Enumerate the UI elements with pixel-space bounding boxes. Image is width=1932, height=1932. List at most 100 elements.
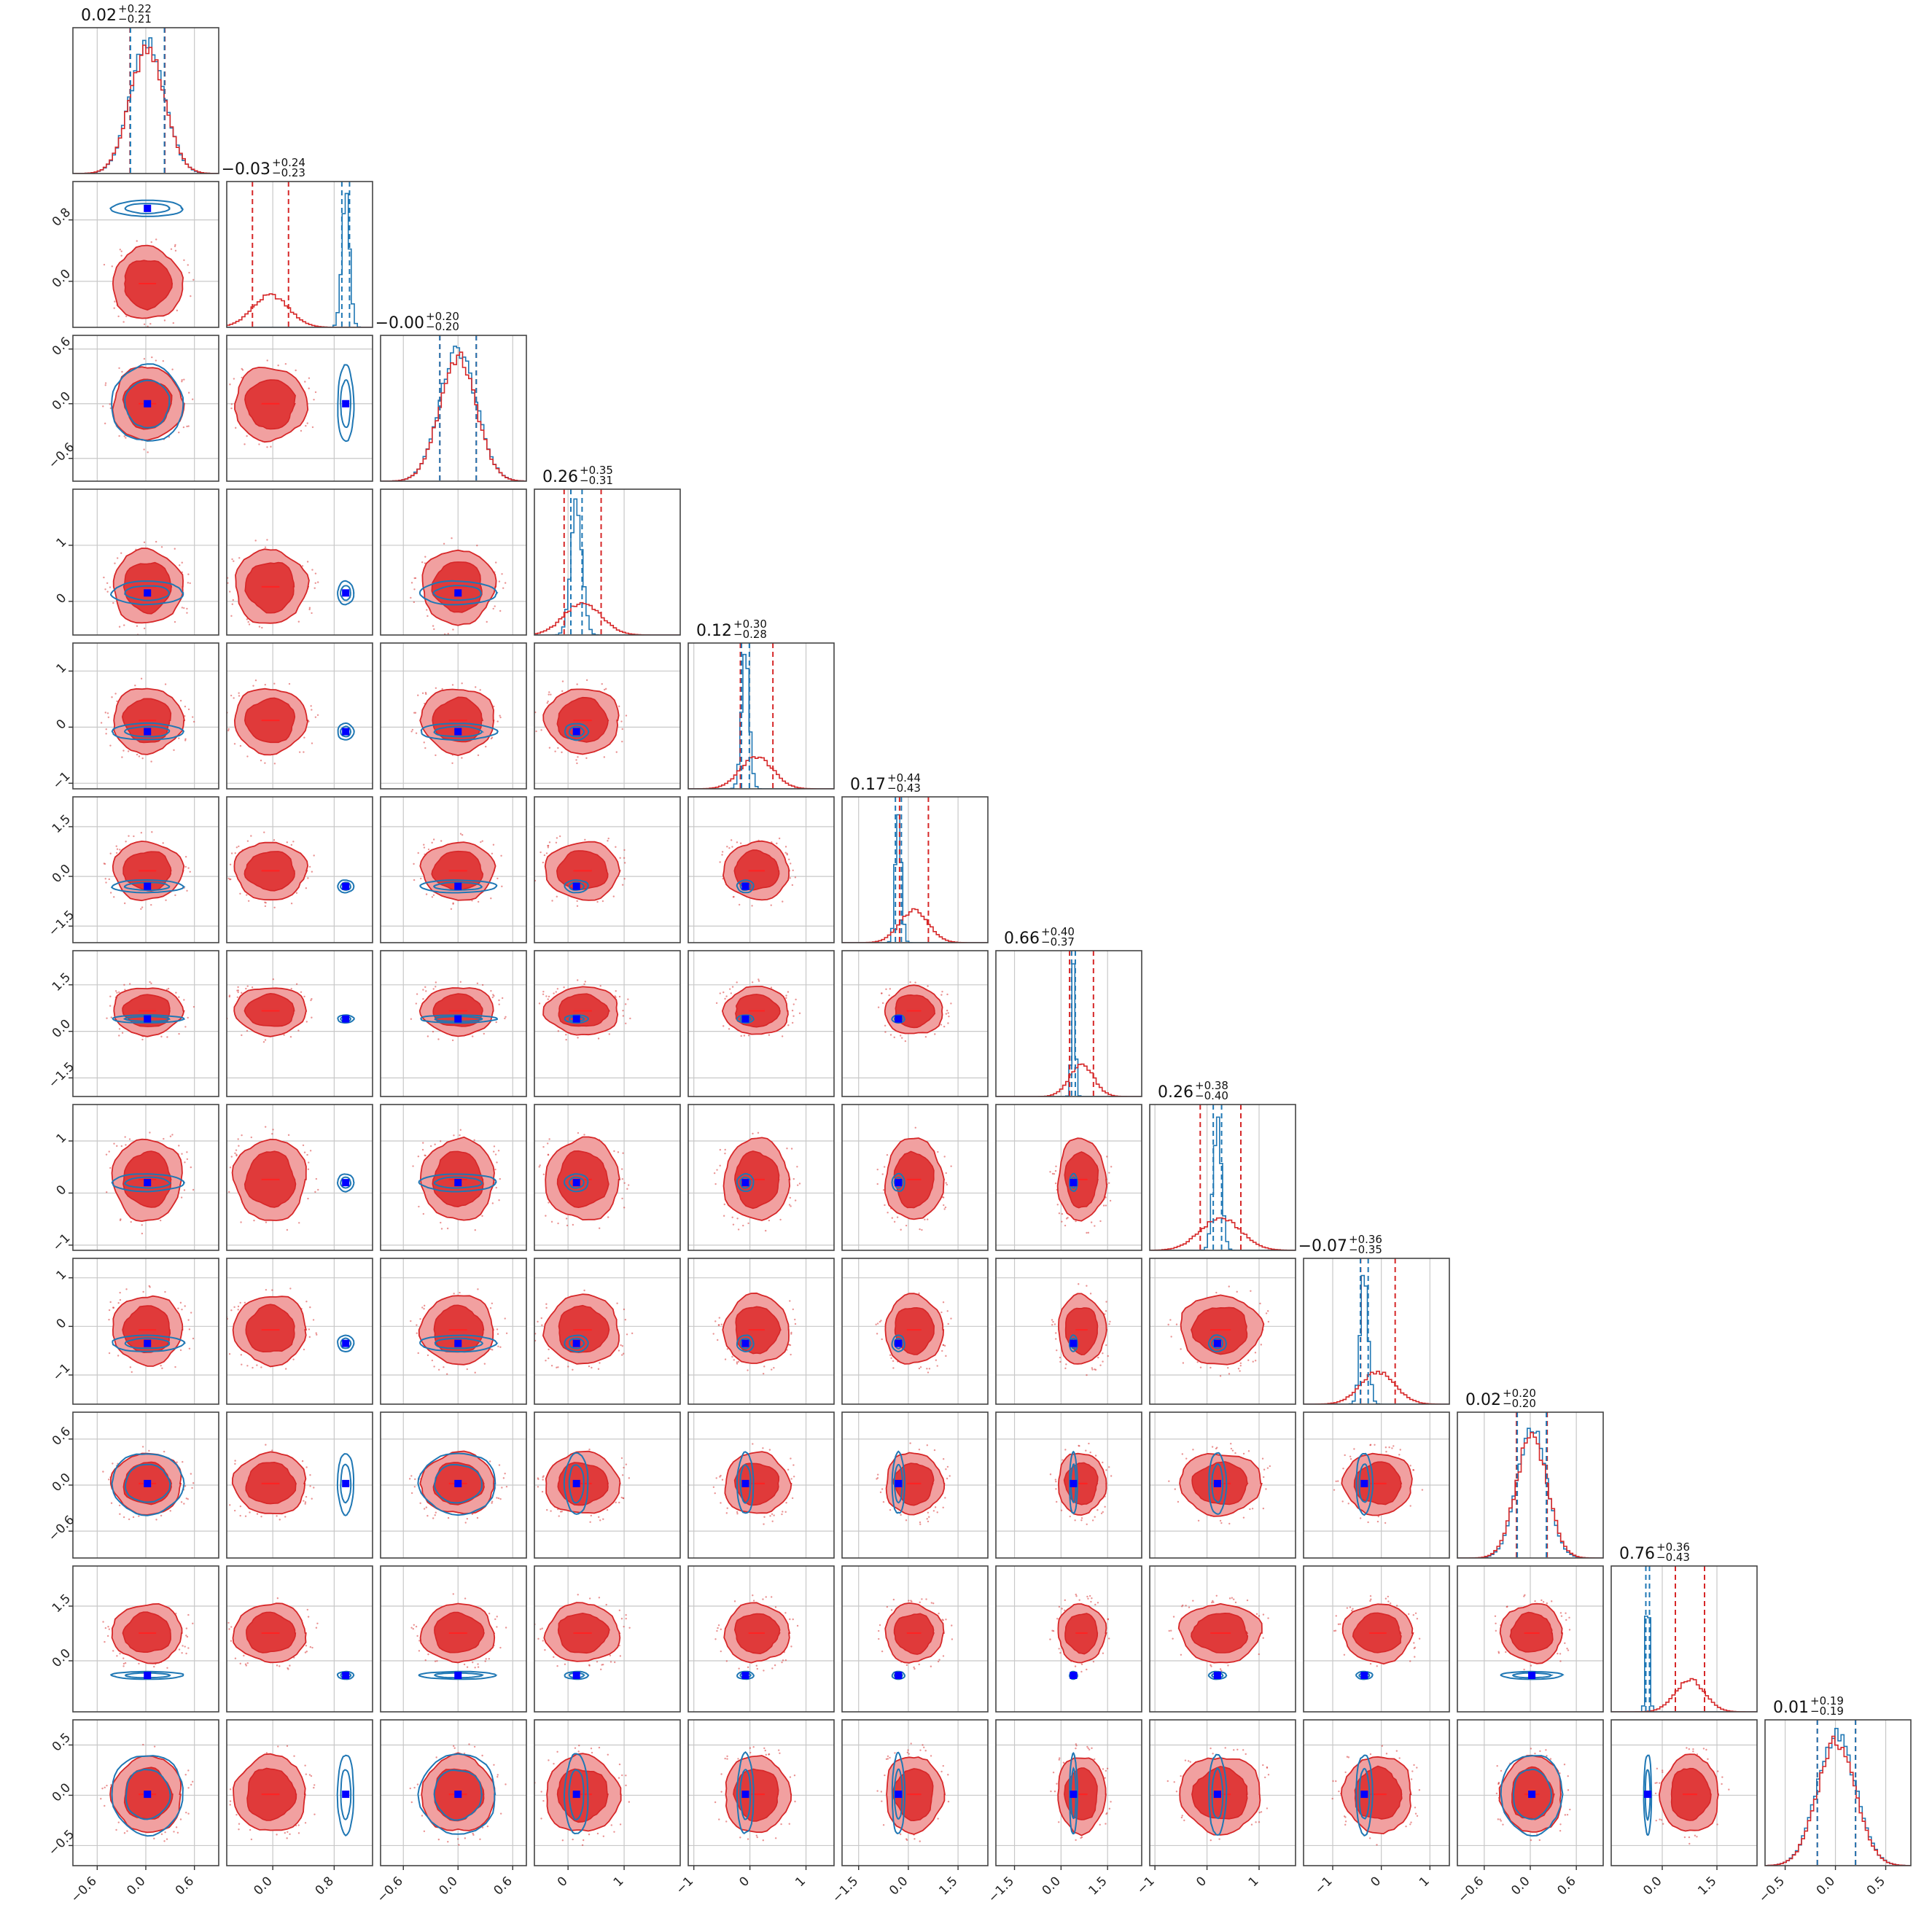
sample-point <box>796 1184 799 1186</box>
sample-point <box>431 841 433 844</box>
sample-point <box>286 1745 289 1748</box>
sample-point <box>229 1788 232 1791</box>
sample-point <box>542 993 545 995</box>
y-tick-label: 1.5 <box>50 1592 74 1616</box>
panel-frame <box>995 1565 1142 1713</box>
sample-point <box>439 1140 442 1142</box>
sample-point <box>474 1371 476 1374</box>
sample-point <box>244 443 246 445</box>
x-tick-label: 0.0 <box>437 1874 461 1898</box>
sample-point <box>308 1336 311 1339</box>
contour-narrow-2sigma <box>563 1753 589 1835</box>
sample-point <box>591 1751 593 1754</box>
contour-narrow-2sigma <box>337 580 355 606</box>
sample-point <box>1545 1749 1547 1751</box>
contour-wide-1sigma <box>124 260 174 311</box>
sample-point <box>1688 1748 1691 1750</box>
sample-point <box>308 608 311 611</box>
panel-9-7 <box>995 1258 1142 1405</box>
sample-point <box>1056 1618 1059 1620</box>
sample-point <box>615 1501 617 1504</box>
sample-point <box>237 986 239 989</box>
sample-point <box>109 744 112 747</box>
sample-point <box>243 1654 245 1657</box>
panel-10-5 <box>688 1411 835 1559</box>
sample-point <box>1168 1480 1170 1482</box>
true-value-marker <box>572 1339 580 1347</box>
sample-point <box>764 1749 766 1752</box>
sample-point <box>1091 1747 1093 1750</box>
sample-point <box>566 1224 569 1227</box>
sample-point <box>1056 1204 1059 1206</box>
sample-point <box>1250 1823 1253 1826</box>
panel-content <box>1304 1412 1449 1558</box>
sample-point <box>1335 1615 1337 1617</box>
sample-point <box>899 1833 902 1836</box>
x-tick-label: 0 <box>736 1874 752 1890</box>
sample-point <box>1414 1812 1417 1815</box>
sample-point <box>432 1030 435 1033</box>
panel-content <box>381 797 526 943</box>
sample-point <box>239 892 241 895</box>
sample-point <box>493 1764 495 1766</box>
sample-point <box>780 1823 782 1826</box>
sample-point <box>1728 1788 1730 1791</box>
panel-frame <box>1303 1719 1450 1866</box>
panel-5-4 <box>534 642 681 790</box>
sample-point <box>788 1823 790 1825</box>
sample-point <box>432 988 435 990</box>
panel-12-9: −1 0 1 <box>1303 1719 1450 1897</box>
sample-point <box>918 1292 920 1295</box>
sample-point <box>1086 1285 1088 1287</box>
sample-point <box>1091 1597 1093 1600</box>
panel-6-2 <box>226 796 373 943</box>
sample-point <box>451 762 453 764</box>
sample-point <box>423 1304 426 1307</box>
sample-point <box>1258 1811 1261 1814</box>
contour-narrow-1sigma <box>568 1176 585 1189</box>
sample-point <box>1050 1790 1052 1793</box>
sample-point <box>1497 1818 1500 1820</box>
diag-panel-1: 0.02 +0.22−0.21 <box>72 2 219 174</box>
sample-point <box>1086 1231 1088 1234</box>
sample-point <box>1180 1654 1183 1656</box>
sample-point <box>550 1364 553 1367</box>
panel-content <box>842 1105 988 1250</box>
sample-point <box>416 1635 418 1637</box>
sample-point <box>1078 1445 1080 1447</box>
y-tick-label: 1 <box>54 661 70 677</box>
sample-point <box>550 1220 553 1223</box>
sample-point <box>233 743 236 745</box>
sample-point <box>921 1228 923 1231</box>
sample-point <box>1347 1503 1349 1505</box>
sample-point <box>1074 1665 1077 1667</box>
sample-point <box>577 1131 580 1134</box>
sample-point <box>1244 1753 1247 1756</box>
sample-point <box>1421 1489 1424 1491</box>
sample-point <box>607 1216 609 1218</box>
sample-point <box>246 1029 249 1032</box>
panel-frame <box>995 1104 1142 1251</box>
contour-narrow-1sigma <box>340 379 352 429</box>
sample-point <box>1075 1743 1078 1745</box>
sample-point <box>1236 1748 1239 1751</box>
sample-point <box>1107 1637 1110 1640</box>
panel-frame <box>226 488 373 636</box>
panel-frame <box>1610 1719 1758 1866</box>
sample-point <box>303 995 305 998</box>
sample-point <box>234 1460 236 1462</box>
sample-point <box>238 1145 240 1147</box>
contour-narrow-2sigma <box>417 1452 496 1516</box>
sample-point <box>923 1746 925 1748</box>
x-tick-label: 0.5 <box>1864 1874 1888 1898</box>
sample-point <box>422 1142 424 1144</box>
sample-point <box>731 1216 733 1219</box>
sample-point <box>725 995 728 997</box>
sample-point <box>781 1035 784 1037</box>
sample-point <box>542 1799 545 1802</box>
sample-point <box>724 1152 726 1155</box>
sample-point <box>265 1288 268 1291</box>
sample-point <box>1530 1748 1532 1750</box>
panel-content <box>534 797 680 943</box>
sample-point <box>623 862 626 864</box>
